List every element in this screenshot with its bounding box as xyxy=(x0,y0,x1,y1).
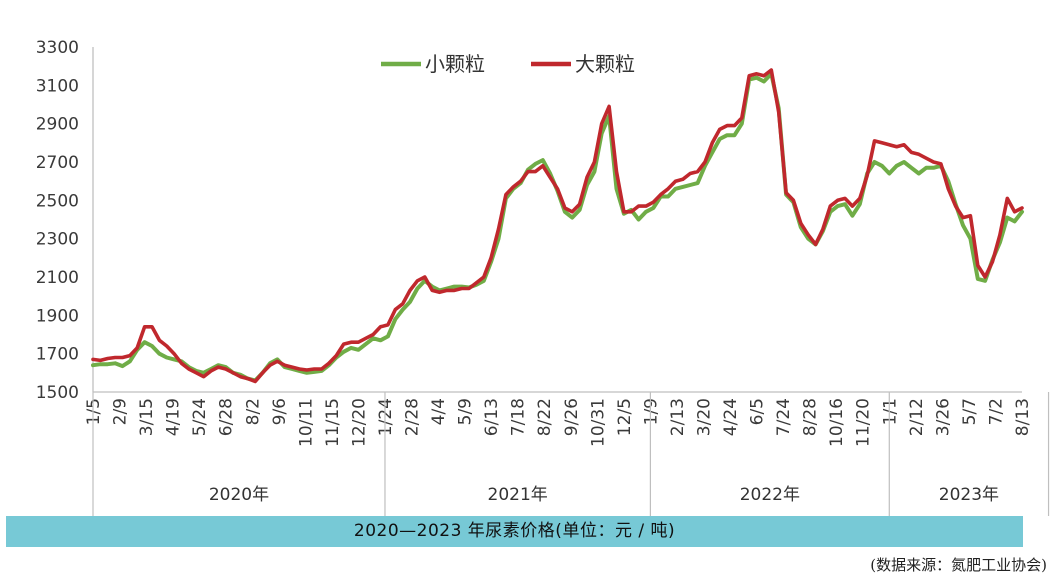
x-tick-label: 9/26 xyxy=(562,398,582,436)
x-tick-label: 4/19 xyxy=(164,398,184,436)
year-group-label: 2022年 xyxy=(740,485,800,505)
x-tick-label: 1/9 xyxy=(641,398,661,425)
legend-label: 小颗粒 xyxy=(425,52,485,76)
x-tick-label: 2/13 xyxy=(668,398,688,436)
x-tick-label: 6/5 xyxy=(748,398,768,425)
x-tick-label: 6/13 xyxy=(482,398,502,436)
x-tick-label: 6/28 xyxy=(217,398,237,436)
y-tick-label: 2900 xyxy=(36,115,79,135)
y-tick-label: 2300 xyxy=(36,230,79,250)
series-line-1 xyxy=(91,71,1024,383)
x-tick-label: 7/2 xyxy=(986,398,1006,425)
x-tick-label: 4/24 xyxy=(721,398,741,436)
x-tick-label: 10/16 xyxy=(827,398,847,447)
year-group-label: 2021年 xyxy=(488,485,548,505)
year-group-label: 2023年 xyxy=(939,485,999,505)
x-tick-label: 12/5 xyxy=(615,398,635,436)
x-tick-label: 2/28 xyxy=(403,398,423,436)
x-tick-label: 8/22 xyxy=(535,398,555,436)
x-tick-label: 5/9 xyxy=(456,398,476,425)
y-tick-label: 2100 xyxy=(36,268,79,288)
x-tick-label: 8/28 xyxy=(801,398,821,436)
x-tick-label: 1/24 xyxy=(376,398,396,436)
x-tick-label: 11/15 xyxy=(323,398,343,447)
x-tick-label: 5/24 xyxy=(190,398,210,436)
y-tick-label: 2700 xyxy=(36,153,79,173)
y-tick-label: 3300 xyxy=(36,38,79,58)
year-group-label: 2020年 xyxy=(209,485,269,505)
x-tick-label: 11/20 xyxy=(854,398,874,447)
x-tick-label: 3/20 xyxy=(694,398,714,436)
y-tick-label: 1500 xyxy=(36,383,79,403)
y-tick-label: 2500 xyxy=(36,191,79,211)
y-tick-label: 1900 xyxy=(36,306,79,326)
x-tick-label: 5/7 xyxy=(960,398,980,425)
x-tick-label: 12/20 xyxy=(349,398,369,447)
price-line-chart: 1500 1700 1900 2100 2300 2500 2700 2900 3100 3300… xyxy=(36,38,1050,516)
x-tick-label: 7/18 xyxy=(509,398,529,436)
series-line-2 xyxy=(91,68,1024,384)
x-tick-label: 10/31 xyxy=(588,398,608,447)
x-tick-label: 4/4 xyxy=(429,398,449,425)
x-tick-label: 2/9 xyxy=(111,398,131,425)
x-tick-label: 3/26 xyxy=(933,398,953,436)
y-tick-label: 3100 xyxy=(36,76,79,96)
x-tick-label: 8/2 xyxy=(243,398,263,425)
chart-caption: 2020—2023 年尿素价格(单位：元 / 吨) xyxy=(353,521,676,541)
caption-bar: 2020—2023 年尿素价格(单位：元 / 吨) xyxy=(6,516,1023,547)
x-tick-label: 8/13 xyxy=(1013,398,1033,436)
legend-label: 大颗粒 xyxy=(575,52,635,76)
x-tick-label: 7/24 xyxy=(774,398,794,436)
x-tick-label: 9/6 xyxy=(270,398,290,425)
x-tick-label: 1/1 xyxy=(880,398,900,425)
x-tick-label: 1/5 xyxy=(84,398,104,425)
data-source-note: (数据来源：氮肥工业协会) xyxy=(870,556,1047,574)
x-tick-label: 10/11 xyxy=(296,398,316,447)
x-tick-label: 3/15 xyxy=(137,398,157,436)
y-tick-label: 1700 xyxy=(36,345,79,365)
x-tick-label: 2/12 xyxy=(907,398,927,436)
